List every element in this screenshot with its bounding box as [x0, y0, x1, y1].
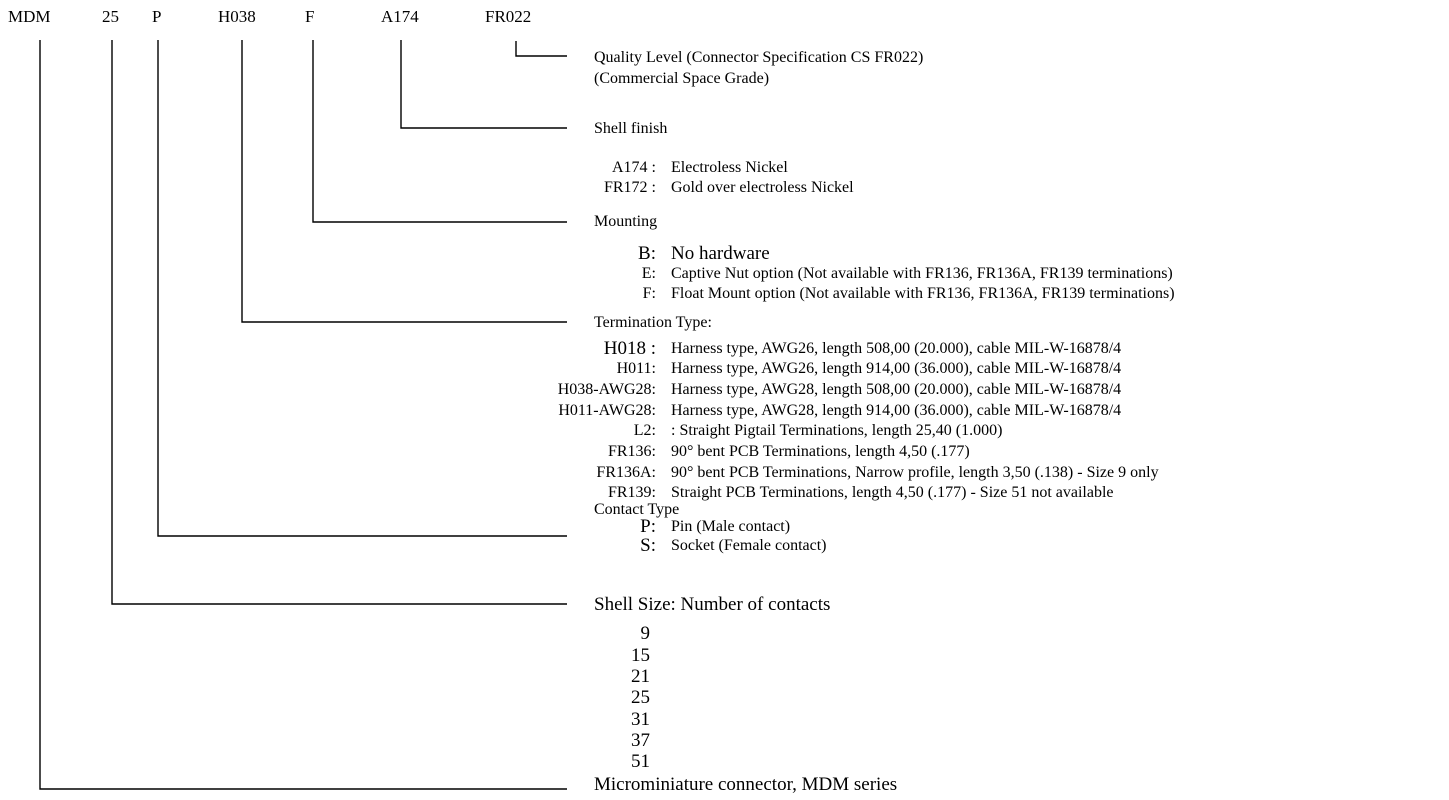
- shell-size-value: 37: [631, 730, 650, 751]
- mounting-title: Mounting: [594, 213, 658, 230]
- option-key: H038-AWG28:: [557, 381, 656, 398]
- option-key: L2:: [633, 422, 656, 439]
- option-key: FR139:: [607, 484, 656, 501]
- leader-finish: [400, 40, 567, 129]
- code-quality: FR022: [485, 7, 532, 26]
- option-key: H011-AWG28:: [558, 402, 656, 419]
- quality-label: Quality Level (Connector Specification C…: [594, 49, 924, 66]
- option-key: S:: [640, 535, 656, 556]
- series-title: Microminiature connector, MDM series: [594, 774, 898, 795]
- option-desc: 90° bent PCB Terminations, Narrow profil…: [671, 464, 1159, 481]
- termination-title: Termination Type:: [594, 314, 712, 331]
- option-key: FR136A:: [596, 464, 656, 481]
- option-desc: Captive Nut option (Not available with F…: [671, 265, 1173, 282]
- option-key: E:: [641, 265, 656, 282]
- leader-termination: [241, 40, 567, 323]
- shell-size-value: 21: [631, 666, 650, 687]
- code-contact: P: [152, 7, 162, 26]
- option-desc: Straight PCB Terminations, length 4,50 (…: [671, 484, 1114, 501]
- code-termination: H038: [218, 7, 256, 26]
- shell-size-value: 25: [631, 687, 650, 708]
- option-desc: Harness type, AWG28, length 508,00 (20.0…: [671, 381, 1122, 398]
- contact-title: Contact Type: [594, 501, 680, 518]
- option-key: H018 :: [603, 338, 656, 359]
- shell-size-value: 51: [631, 751, 650, 772]
- option-desc: : Straight Pigtail Terminations, length …: [671, 422, 1003, 439]
- leader-shell-size: [111, 40, 567, 605]
- option-desc: 90° bent PCB Terminations, length 4,50 (…: [671, 443, 970, 460]
- code-series: MDM: [8, 7, 51, 26]
- shell-size-value: 31: [631, 709, 650, 730]
- option-desc: Harness type, AWG26, length 914,00 (36.0…: [671, 360, 1122, 377]
- shell-size-value: 9: [640, 623, 651, 644]
- option-desc: Electroless Nickel: [671, 159, 788, 176]
- shell-size-value: 15: [631, 645, 650, 666]
- option-desc: Harness type, AWG28, length 914,00 (36.0…: [671, 402, 1122, 419]
- code-finish: A174: [381, 7, 419, 26]
- option-key: F:: [642, 285, 656, 302]
- option-desc: Float Mount option (Not available with F…: [671, 285, 1175, 302]
- leader-mounting: [312, 40, 567, 223]
- option-key: H011:: [616, 360, 656, 377]
- option-desc: Harness type, AWG26, length 508,00 (20.0…: [671, 340, 1122, 357]
- option-key: B:: [638, 243, 656, 264]
- option-desc: No hardware: [671, 243, 770, 264]
- option-key: FR172 :: [603, 179, 656, 196]
- shell-size-title: Shell Size: Number of contacts: [594, 594, 831, 615]
- leader-contact: [157, 40, 567, 537]
- finish-title: Shell finish: [594, 120, 668, 137]
- leader-series: [39, 40, 567, 790]
- code-shell-size: 25: [102, 7, 119, 26]
- option-desc: Socket (Female contact): [671, 537, 827, 554]
- option-desc: Pin (Male contact): [671, 518, 791, 535]
- code-mounting: F: [305, 7, 315, 26]
- quality-grade: (Commercial Space Grade): [594, 70, 770, 87]
- option-desc: Gold over electroless Nickel: [671, 179, 854, 196]
- leader-quality: [515, 41, 567, 57]
- option-key: A174 :: [612, 159, 656, 176]
- option-key: P:: [640, 516, 656, 537]
- option-key: FR136:: [607, 443, 656, 460]
